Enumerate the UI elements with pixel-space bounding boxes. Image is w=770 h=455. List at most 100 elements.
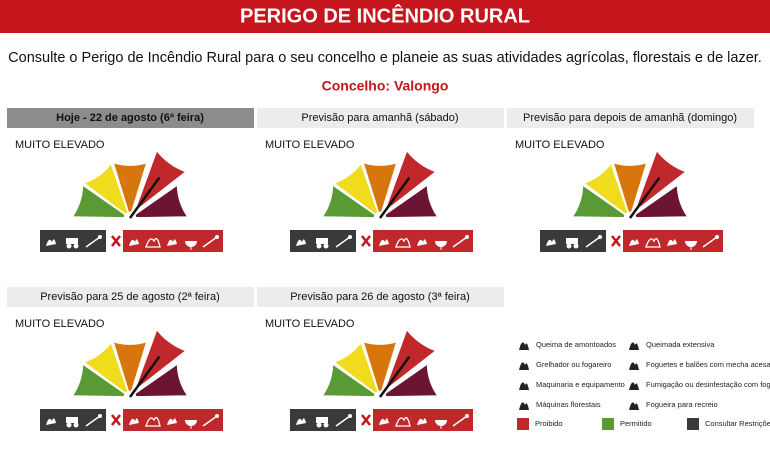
panel-header-bg bbox=[257, 287, 504, 307]
icon-glyph bbox=[215, 414, 219, 418]
icon-glyph bbox=[167, 239, 177, 246]
legend-label: Proibido bbox=[535, 419, 563, 428]
icon-glyph bbox=[435, 241, 447, 247]
panel-header-bg bbox=[507, 108, 754, 128]
icon-glyph bbox=[379, 239, 389, 246]
icon-glyph bbox=[185, 241, 197, 247]
icon-glyph bbox=[85, 415, 101, 427]
gauge-segment bbox=[111, 340, 149, 393]
panel-header: Previsão para 25 de agosto (2ª feira) bbox=[40, 291, 220, 303]
icon-glyph bbox=[715, 235, 719, 239]
gauge-segment bbox=[134, 362, 190, 398]
icon-glyph bbox=[66, 243, 72, 249]
icon-glyph bbox=[66, 422, 72, 428]
icon-glyph bbox=[417, 239, 427, 246]
icon-glyph bbox=[66, 238, 78, 244]
icon-glyph bbox=[335, 415, 351, 427]
icon-glyph bbox=[167, 418, 177, 425]
danger-level: MUITO ELEVADO bbox=[265, 139, 355, 151]
icon-glyph bbox=[323, 243, 329, 249]
legend-icon-glyph bbox=[519, 382, 529, 390]
forbidden-mark bbox=[611, 235, 621, 247]
panel-header-bg bbox=[7, 108, 254, 128]
icon-glyph bbox=[129, 418, 139, 425]
legend-icon-glyph bbox=[629, 342, 639, 350]
icon-glyph bbox=[316, 417, 328, 423]
danger-level: MUITO ELEVADO bbox=[15, 139, 105, 151]
icon-glyph bbox=[316, 422, 322, 428]
icon-glyph bbox=[566, 238, 578, 244]
danger-level: MUITO ELEVADO bbox=[515, 139, 605, 151]
legend-label: Máquinas florestais bbox=[536, 400, 601, 409]
legend-label: Permitido bbox=[620, 419, 652, 428]
legend-label: Queimada extensiva bbox=[646, 340, 715, 349]
icon-glyph bbox=[215, 235, 219, 239]
legend-icon-glyph bbox=[629, 402, 639, 410]
icon-glyph bbox=[98, 414, 102, 418]
icon-glyph bbox=[702, 236, 718, 248]
icon-glyph bbox=[629, 239, 639, 246]
gauge-segment bbox=[384, 183, 440, 219]
legend-icon-glyph bbox=[519, 362, 529, 370]
legend-label: Consultar Restrições bbox=[705, 419, 770, 428]
icon-glyph bbox=[379, 418, 389, 425]
legend-icon bbox=[517, 377, 531, 391]
icon-glyph bbox=[348, 235, 352, 239]
icon-glyph bbox=[585, 236, 601, 248]
icon-glyph bbox=[296, 418, 306, 425]
legend-icon-glyph bbox=[629, 382, 639, 390]
legend-label: Fumigação ou desinfestação com fogo bbox=[646, 380, 770, 389]
icon-glyph bbox=[598, 235, 602, 239]
legend-icon bbox=[627, 377, 641, 391]
gauge-segment bbox=[361, 161, 399, 214]
panel-header-bg bbox=[7, 287, 254, 307]
gauge-needle bbox=[378, 355, 411, 398]
icon-glyph bbox=[465, 414, 469, 418]
panel-header: Previsão para 26 de agosto (3ª feira) bbox=[290, 291, 470, 303]
gauge-needle bbox=[378, 176, 411, 219]
legend-label: Grelhador ou fogareiro bbox=[536, 360, 611, 369]
legend-icon bbox=[517, 357, 531, 371]
legend-icon-glyph bbox=[519, 402, 529, 410]
legend-icon bbox=[627, 357, 641, 371]
legend-swatch bbox=[602, 418, 614, 430]
icon-glyph bbox=[185, 420, 197, 426]
forbidden-mark bbox=[111, 414, 121, 426]
icon-glyph bbox=[395, 416, 411, 427]
icon-glyph bbox=[129, 239, 139, 246]
danger-level: MUITO ELEVADO bbox=[265, 318, 355, 330]
icon-glyph bbox=[573, 243, 579, 249]
panel-header: Previsão para depois de amanhã (domingo) bbox=[523, 112, 737, 124]
gauge-needle bbox=[628, 176, 661, 219]
title: PERIGO DE INCÊNDIO RURAL bbox=[240, 3, 530, 27]
panel-header-bg bbox=[257, 108, 504, 128]
legend-label: Fogueira para recreio bbox=[646, 400, 718, 409]
icon-glyph bbox=[645, 237, 661, 248]
icon-glyph bbox=[66, 417, 78, 423]
icon-glyph bbox=[348, 414, 352, 418]
icon-glyph bbox=[417, 418, 427, 425]
icon-glyph bbox=[452, 415, 468, 427]
gauge-segment bbox=[634, 183, 690, 219]
icon-glyph bbox=[98, 235, 102, 239]
gauge-needle bbox=[128, 355, 161, 398]
icon-glyph bbox=[316, 243, 322, 249]
gauge-segment bbox=[361, 340, 399, 393]
gauge-needle bbox=[128, 176, 161, 219]
icon-glyph bbox=[73, 422, 79, 428]
icon-glyph bbox=[46, 239, 56, 246]
icon-glyph bbox=[465, 235, 469, 239]
icon-glyph bbox=[667, 239, 677, 246]
panel-header: Hoje - 22 de agosto (6ª feira) bbox=[56, 112, 204, 124]
icon-glyph bbox=[335, 236, 351, 248]
legend-swatch bbox=[517, 418, 529, 430]
danger-level: MUITO ELEVADO bbox=[15, 318, 105, 330]
forbidden-mark bbox=[361, 235, 371, 247]
legend-icon-glyph bbox=[629, 362, 639, 370]
legend-label: Queima de amontoados bbox=[536, 340, 616, 349]
icon-glyph bbox=[202, 236, 218, 248]
gauge-segment bbox=[134, 183, 190, 219]
header-bar bbox=[0, 0, 770, 33]
gauge-segment bbox=[611, 161, 649, 214]
